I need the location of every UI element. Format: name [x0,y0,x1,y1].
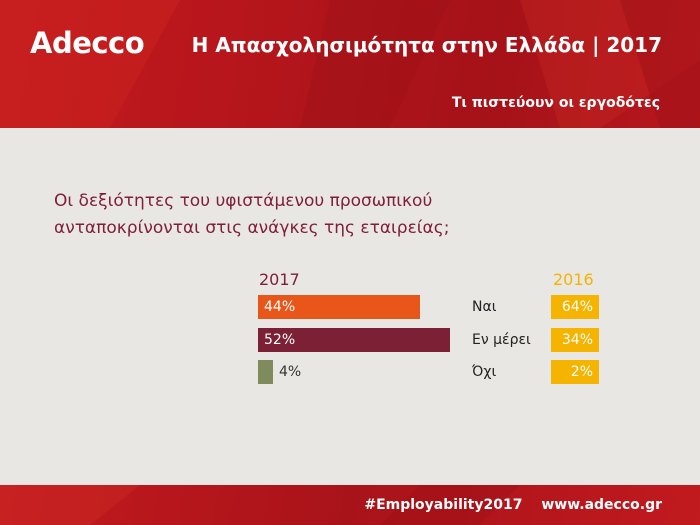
adecco-logo: Adecco [30,26,145,60]
bar-2016-en-merei: 34% [551,328,599,352]
bar-2017-en-merei [258,328,450,352]
bar-label-2016-en-merei: 34% [561,332,593,348]
header-decoration [0,0,700,128]
bar-2016-nai: 64% [551,295,599,319]
category-label-oxi: Όχι [472,364,497,380]
category-label-en-merei: Εν μέρει [472,332,531,348]
bar-label-2017-en-merei: 52% [264,332,296,348]
series-label-2017: 2017 [259,270,300,289]
page-subtitle: Τι πιστεύουν οι εργοδότες [451,95,660,111]
survey-question: Οι δεξιότητες του υφιστάμενου προσωπικού… [54,188,449,242]
footer-banner: #Employability2017 www.adecco.gr [0,485,700,525]
category-label-nai: Ναι [472,299,497,315]
header-banner: Adecco Η Απασχολησιμότητα στην Ελλάδα | … [0,0,700,128]
question-line-1: Οι δεξιότητες του υφιστάμενου προσωπικού [54,191,433,211]
footer-hashtag: #Employability2017 [364,497,523,513]
bar-label-2016-oxi: 2% [570,364,593,380]
bar-label-2016-nai: 64% [561,299,593,315]
question-line-2: ανταποκρίνονται στις ανάγκες της εταιρεί… [54,218,450,238]
bar-2017-oxi [258,360,273,384]
page-title: Η Απασχολησιμότητα στην Ελλάδα | 2017 [191,33,662,57]
bar-label-2017-nai: 44% [264,299,296,315]
bar-2017-nai [258,295,420,319]
bar-label-2017-oxi: 4% [279,364,302,380]
bar-2016-oxi: 2% [551,360,599,384]
series-label-2016: 2016 [553,270,594,289]
footer-url-link[interactable]: www.adecco.gr [541,497,662,513]
footer-text: #Employability2017 www.adecco.gr [350,497,662,513]
footer-decoration [0,485,520,525]
